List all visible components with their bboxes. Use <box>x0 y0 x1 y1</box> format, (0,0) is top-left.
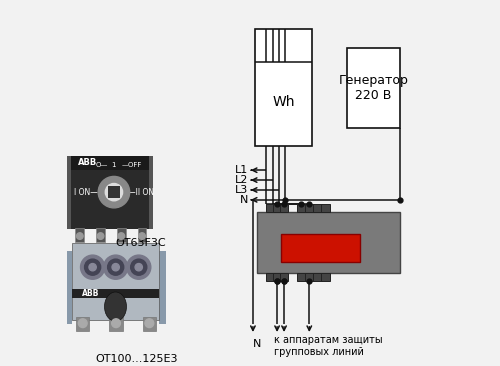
Bar <box>72 289 158 298</box>
Bar <box>305 204 314 212</box>
Bar <box>65 156 70 229</box>
Bar <box>70 156 150 170</box>
Bar <box>321 204 330 212</box>
Circle shape <box>145 319 154 328</box>
Circle shape <box>126 255 151 279</box>
Bar <box>266 273 274 281</box>
Text: L1: L1 <box>235 165 248 175</box>
Circle shape <box>98 176 130 208</box>
Text: O—: O— <box>96 162 108 168</box>
Circle shape <box>112 319 120 328</box>
Bar <box>117 228 126 242</box>
Circle shape <box>89 264 96 271</box>
Bar <box>272 204 281 212</box>
Circle shape <box>76 233 83 239</box>
Bar <box>281 234 360 262</box>
Bar <box>280 204 288 212</box>
Bar <box>313 204 322 212</box>
Bar <box>321 273 330 281</box>
Text: I ON—: I ON— <box>74 188 98 197</box>
Bar <box>305 273 314 281</box>
Circle shape <box>138 233 145 239</box>
Bar <box>65 251 72 324</box>
Circle shape <box>135 264 142 271</box>
Bar <box>272 273 281 281</box>
Bar <box>258 212 400 273</box>
Bar <box>313 273 322 281</box>
Text: N: N <box>253 339 262 349</box>
Circle shape <box>80 255 104 279</box>
Text: к аппаратам защиты
групповых линий: к аппаратам защиты групповых линий <box>274 335 382 357</box>
Bar <box>76 228 84 242</box>
Bar <box>76 317 90 331</box>
Bar <box>150 156 153 229</box>
Bar <box>138 228 146 242</box>
Text: —II ON: —II ON <box>128 188 154 197</box>
Bar <box>347 48 400 128</box>
Bar <box>110 317 122 331</box>
Bar <box>72 243 158 320</box>
Text: Wh: Wh <box>272 95 295 109</box>
Circle shape <box>106 183 122 201</box>
Circle shape <box>112 264 120 271</box>
Bar <box>266 204 274 212</box>
Bar <box>297 273 306 281</box>
Bar <box>96 228 105 242</box>
Circle shape <box>104 255 128 279</box>
Bar <box>256 29 312 146</box>
Bar <box>143 317 156 331</box>
Bar <box>280 273 288 281</box>
Text: ОТ63F3C: ОТ63F3C <box>115 238 166 249</box>
Text: ABB: ABB <box>82 289 99 298</box>
Circle shape <box>130 259 147 275</box>
Bar <box>70 156 150 229</box>
Text: 1: 1 <box>112 162 116 168</box>
Text: ОТ100...125Е3: ОТ100...125Е3 <box>96 354 178 364</box>
Ellipse shape <box>104 292 126 321</box>
Text: L3: L3 <box>235 185 248 195</box>
Circle shape <box>98 233 104 239</box>
Text: —OFF: —OFF <box>122 162 142 168</box>
Circle shape <box>108 259 124 275</box>
Bar <box>108 186 120 198</box>
Text: Генератор
220 В: Генератор 220 В <box>338 74 408 102</box>
Bar <box>158 251 166 324</box>
Text: ABB: ABB <box>78 158 97 167</box>
Circle shape <box>84 259 100 275</box>
Text: L2: L2 <box>235 175 248 185</box>
Circle shape <box>118 233 124 239</box>
Text: N: N <box>240 195 248 205</box>
Circle shape <box>78 319 87 328</box>
Bar <box>297 204 306 212</box>
